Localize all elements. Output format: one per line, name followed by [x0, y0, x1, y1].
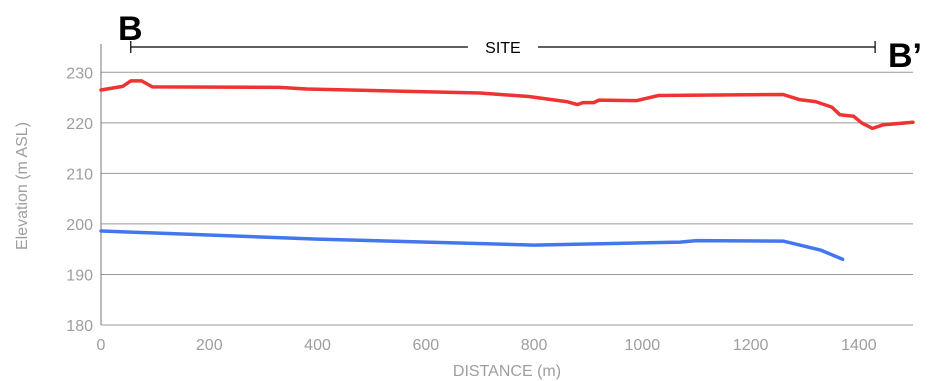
x-axis-title: DISTANCE (m): [453, 363, 561, 380]
y-tick-label: 210: [66, 166, 93, 183]
grid-lines: [101, 71, 913, 326]
y-axis-title: Elevation (m ASL): [14, 122, 31, 250]
x-tick-label: 1000: [625, 337, 661, 354]
section-start-label: B: [118, 10, 143, 48]
x-tick-label: 1200: [733, 337, 769, 354]
y-tick-label: 190: [66, 267, 93, 284]
x-axis-ticks: 0 200 400 600 800 1000 1200 1400: [97, 337, 877, 354]
x-tick-label: 0: [97, 337, 106, 354]
section-end-label: B’: [888, 37, 922, 75]
site-label: SITE: [485, 40, 521, 57]
x-tick-label: 200: [196, 337, 223, 354]
x-tick-label: 1400: [841, 337, 877, 354]
y-axis-ticks: 180 190 200 210 220 230: [66, 65, 93, 335]
series-line-1: [99, 229, 845, 262]
x-tick-label: 800: [521, 337, 548, 354]
y-tick-label: 180: [66, 318, 93, 335]
y-tick-label: 220: [66, 116, 93, 133]
y-tick-label: 200: [66, 217, 93, 234]
x-tick-label: 600: [412, 337, 439, 354]
site-marker: SITE: [130, 40, 876, 57]
series-line-0: [99, 79, 915, 131]
y-tick-label: 230: [66, 65, 93, 82]
x-tick-label: 400: [304, 337, 331, 354]
series-group: [99, 79, 915, 262]
